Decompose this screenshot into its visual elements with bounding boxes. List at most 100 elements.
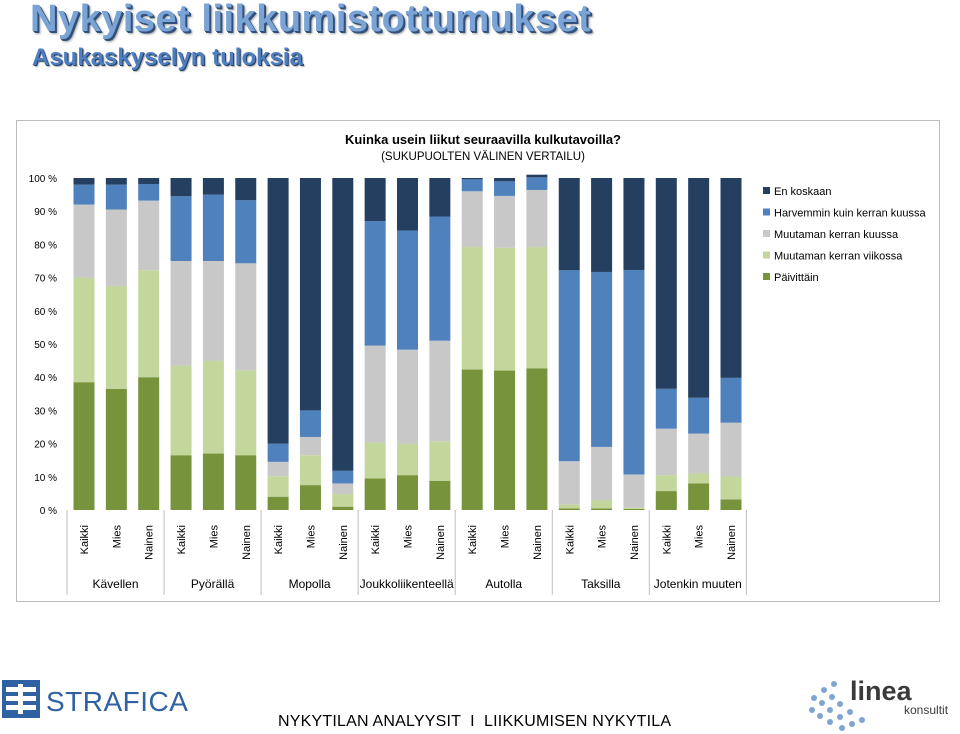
group-label: Autolla (485, 577, 522, 591)
bar-segment (170, 196, 192, 261)
bar-segment (138, 200, 160, 271)
bar-segment (558, 178, 580, 271)
bar-segment (299, 178, 321, 411)
bar-segment (720, 422, 742, 477)
bar-segment (429, 216, 451, 341)
bar-segment (397, 230, 418, 350)
bar-segment (688, 433, 710, 474)
bar-segment (105, 184, 127, 210)
y-tick-label: 20 % (34, 440, 57, 451)
bar-segment (397, 178, 418, 231)
bar-segment (202, 261, 224, 361)
bar-segment (461, 247, 483, 370)
bar-segment (461, 369, 483, 510)
group-label: Pyörällä (191, 577, 235, 591)
bar-segment (170, 455, 192, 510)
bar-segment (364, 221, 386, 346)
bar-segment (138, 270, 160, 378)
bar-segment (688, 397, 710, 434)
bar-segment (526, 247, 548, 369)
x-tick-label: Kaikki (661, 525, 673, 554)
bar-segment (526, 174, 548, 178)
bar-segment (138, 178, 160, 184)
bar-segment (623, 269, 645, 475)
y-tick-label: 80 % (34, 240, 57, 251)
bar-segment (720, 377, 742, 423)
bar-segment (332, 494, 354, 507)
bar-segment (494, 247, 516, 371)
bar-segment (267, 443, 289, 462)
y-tick-label: 40 % (34, 373, 57, 384)
x-tick-label: Kaikki (564, 525, 576, 554)
x-tick-label: Nainen (629, 525, 641, 560)
y-tick-label: 50 % (34, 340, 57, 351)
legend-swatch (763, 251, 770, 259)
x-tick-label: Mies (403, 525, 415, 549)
bar-segment (591, 446, 613, 501)
x-tick-label: Nainen (241, 525, 253, 560)
y-tick-label: 60 % (34, 307, 57, 318)
group-label: Mopolla (289, 577, 331, 591)
linea-dots-icon (809, 681, 865, 731)
legend: En koskaan Harvemmin kuin kerran kuussa Mu… (763, 186, 926, 284)
y-tick-label: 70 % (34, 274, 57, 285)
x-tick-label: Kaikki (79, 525, 91, 554)
legend-label: Muutaman kerran viikossa (774, 251, 903, 263)
bar-segment (494, 195, 516, 248)
legend-swatch (763, 187, 770, 194)
bar-segment (299, 436, 321, 456)
bar-segment (364, 178, 386, 222)
bar-segment (332, 483, 354, 495)
bar-segment (623, 507, 645, 510)
bar-segment (138, 183, 160, 201)
bar-segment (461, 178, 483, 180)
strafica-logo: STRAFICA (2, 680, 188, 718)
bar-segment (138, 377, 160, 510)
x-tick-label: Mies (500, 525, 512, 549)
bar-segment (655, 491, 677, 510)
y-tick-label: 0 % (40, 506, 57, 517)
legend-label: Päivittäin (774, 272, 819, 284)
linea-tagline: konsultit (904, 703, 949, 717)
bar-segment (494, 181, 516, 196)
x-tick-label: Nainen (532, 525, 544, 560)
group-label: Joukkoliikenteellä (360, 577, 454, 591)
bar-segment (494, 370, 516, 510)
bar-segment (591, 271, 613, 447)
bar-segment (105, 209, 127, 286)
bar-segment (720, 476, 742, 500)
chart-frame: Kuinka usein liikut seuraavilla kulkutav… (16, 120, 940, 602)
bar-segment (397, 443, 418, 476)
bar-segment (299, 455, 321, 486)
y-tick-label: 90 % (34, 207, 57, 218)
bar-segment (429, 480, 451, 510)
bar-segment (235, 455, 257, 510)
bar-segment (591, 178, 613, 272)
bar-segment (73, 382, 95, 510)
x-tick-label: Kaikki (273, 525, 285, 554)
bar-segment (720, 499, 742, 510)
legend-label: Muutaman kerran kuussa (774, 229, 899, 241)
bar-segment (558, 270, 580, 462)
bar-segment (105, 285, 127, 389)
bar-segment (364, 345, 386, 443)
bar-segment (655, 388, 677, 429)
bar-segment (267, 178, 289, 444)
bar-segment (332, 470, 354, 484)
x-tick-label: Kaikki (176, 525, 188, 554)
x-tick-label: Mies (597, 525, 609, 549)
bar-segment (170, 178, 192, 197)
bar-segment (299, 410, 321, 437)
group-label: Jotenkin muuten (654, 577, 742, 591)
x-axis: Kaikki Mies Nainen Kaikki Mies Nainen Kaikki Mi… (66, 510, 747, 595)
x-tick-label: Mies (694, 525, 706, 549)
slide-subtitle: Asukaskyselyn tuloksia (32, 44, 303, 71)
bar-segment (202, 194, 224, 261)
x-tick-label: Nainen (435, 525, 447, 560)
linea-logo: linea konsultit (809, 676, 949, 731)
bar-segment (267, 476, 289, 497)
bar-segment (429, 178, 451, 217)
x-tick-label: Nainen (726, 525, 738, 560)
bar-segment (235, 263, 257, 371)
linea-wordmark: linea (850, 676, 913, 706)
